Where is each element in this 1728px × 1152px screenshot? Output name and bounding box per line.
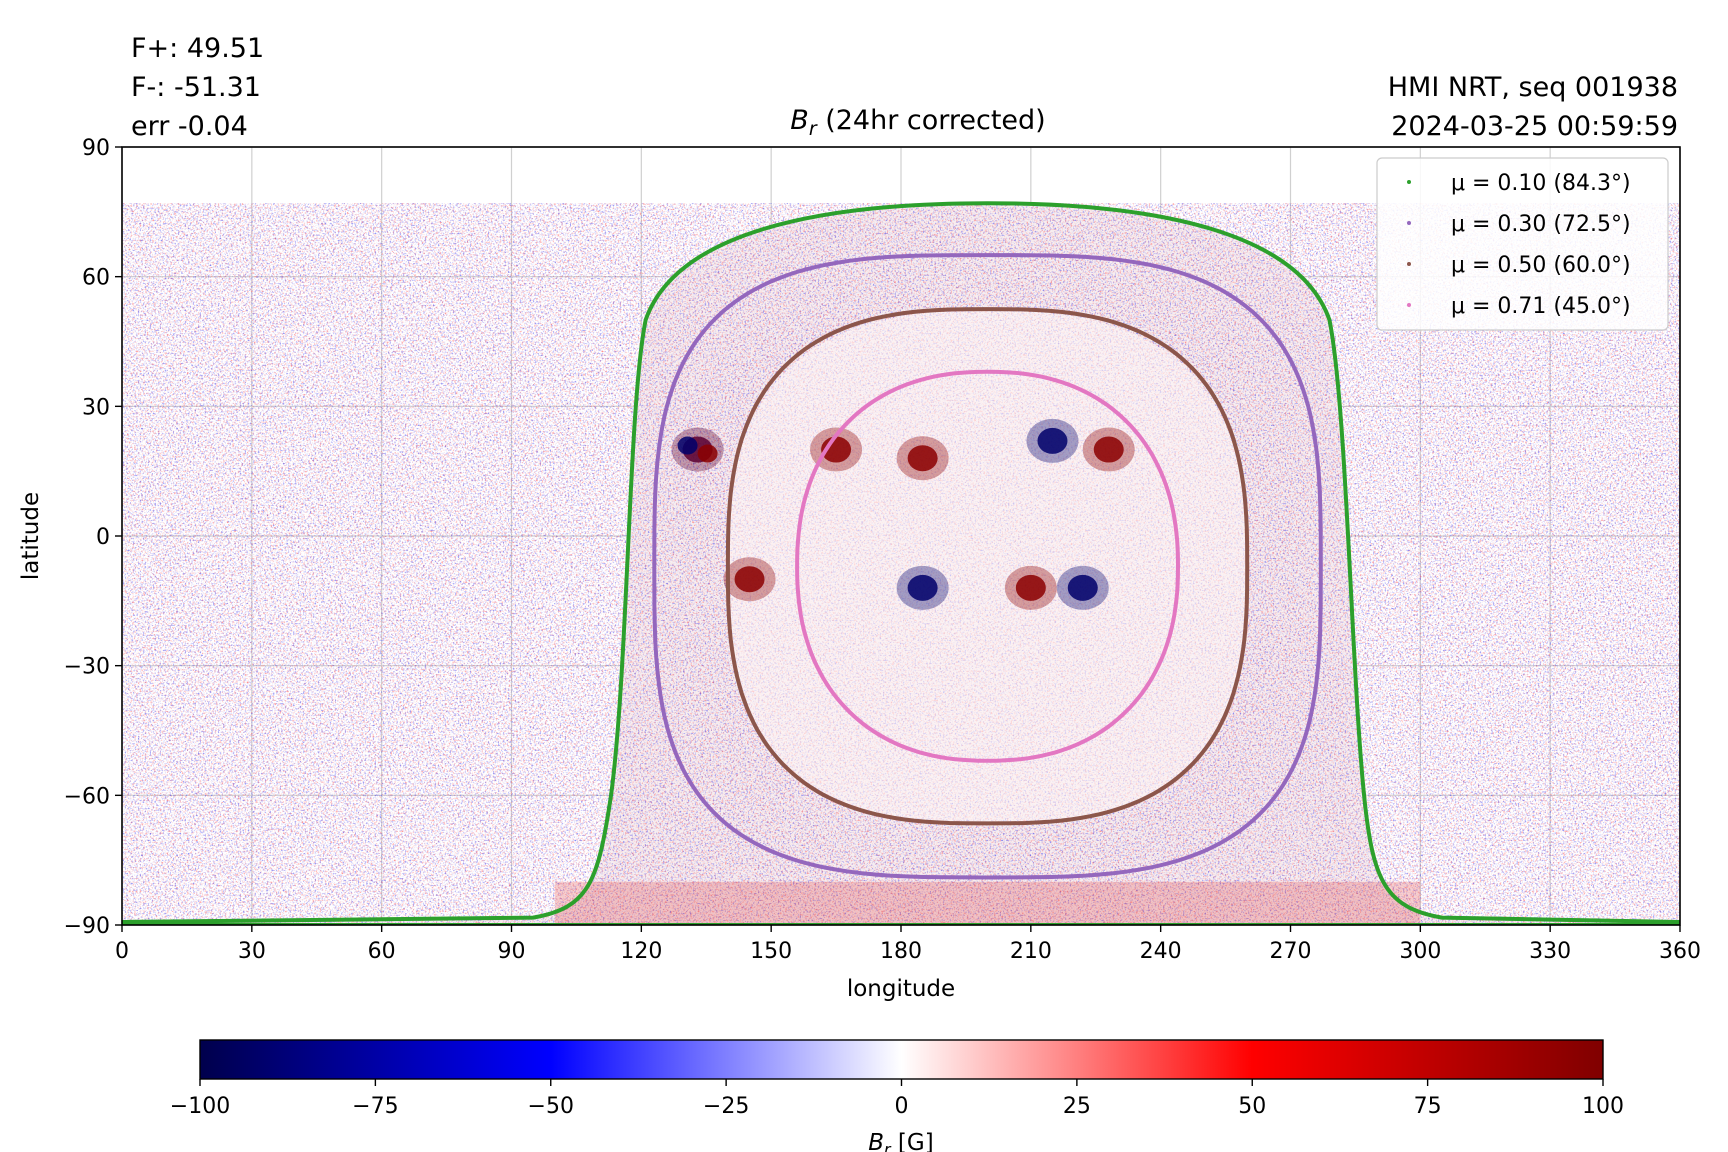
x-tick-label: 360 <box>1659 939 1701 964</box>
solar-disk-map <box>122 203 1680 925</box>
colorbar-gradient <box>199 1039 1604 1080</box>
colorbar-label-rest: [G] <box>891 1130 934 1152</box>
y-tick-label: −60 <box>64 784 110 809</box>
y-tick-label: −90 <box>64 914 110 939</box>
legend-entry-label: μ = 0.10 (84.3°) <box>1451 171 1631 196</box>
x-tick-label: 60 <box>368 939 396 964</box>
mu-contours <box>122 201 1680 925</box>
colorbar-tick-label: −100 <box>170 1094 230 1119</box>
active-region-core <box>907 445 938 472</box>
active-region-core <box>734 566 765 593</box>
colorbar-tick-label: −25 <box>703 1094 749 1119</box>
y-axis-ticks: 90 60 30 0 −30 −60 −90 <box>64 136 122 939</box>
y-tick-label: 60 <box>82 266 110 291</box>
magnetogram-image <box>122 201 1680 925</box>
x-tick-label: 30 <box>238 939 266 964</box>
disk-center-calm <box>727 311 1248 826</box>
active-regions <box>671 418 1135 610</box>
x-tick-label: 120 <box>620 939 662 964</box>
x-tick-label: 270 <box>1270 939 1312 964</box>
legend: μ = 0.10 (84.3°) μ = 0.30 (72.5°) μ = 0.50… <box>1376 157 1669 331</box>
x-tick-label: 0 <box>115 939 129 964</box>
colorbar-tick-label: 75 <box>1414 1094 1442 1119</box>
plot-area: 0 30 60 90 120 150 180 210 240 270 300 330 360 90603… <box>64 136 1701 964</box>
active-region-core <box>1067 574 1098 601</box>
colorbar-tick-label: 0 <box>895 1094 909 1119</box>
x-tick-label: 300 <box>1399 939 1441 964</box>
x-tick-label: 240 <box>1140 939 1182 964</box>
colorbar-label-sub: r <box>884 1140 892 1152</box>
chart-title-main: B <box>790 105 809 136</box>
mu-contour-0.30 <box>652 253 1323 880</box>
legend-entry-label: μ = 0.30 (72.5°) <box>1451 212 1631 237</box>
y-tick-label: 90 <box>82 136 110 161</box>
legend-marker <box>1407 180 1411 184</box>
x-tick-label: 180 <box>880 939 922 964</box>
legend-marker <box>1407 303 1411 307</box>
legend-marker <box>1407 221 1411 225</box>
datetime-label: 2024-03-25 00:59:59 <box>1391 111 1678 142</box>
x-axis-ticks: 0 30 60 90 120 150 180 210 240 270 300 330 360 <box>115 925 1701 964</box>
y-axis-label: latitude <box>18 492 44 580</box>
instrument-label: HMI NRT, seq 001938 <box>1388 72 1678 103</box>
active-region-core <box>1015 574 1046 601</box>
active-region-core <box>677 436 698 455</box>
flux-positive-label: F+: 49.51 <box>131 33 264 64</box>
y-tick-label: −30 <box>64 655 110 680</box>
legend-box <box>1376 157 1669 331</box>
colorbar-tick-label: −75 <box>352 1094 398 1119</box>
polar-band <box>554 881 1421 925</box>
x-tick-label: 150 <box>750 939 792 964</box>
legend-entry-label: μ = 0.50 (60.0°) <box>1451 253 1631 278</box>
x-tick-label: 330 <box>1529 939 1571 964</box>
active-region-core <box>1093 436 1124 463</box>
error-label: err -0.04 <box>131 111 248 142</box>
active-region-core <box>907 574 938 601</box>
colorbar-label-main: B <box>868 1130 884 1152</box>
x-tick-label: 210 <box>1010 939 1052 964</box>
colorbar-ticks: −100 −75 −50 −25 0 25 50 75 100 <box>170 1079 1624 1119</box>
chart-title-rest: (24hr corrected) <box>817 105 1046 136</box>
mu-contour-0.10 <box>122 201 1680 925</box>
x-axis-label: longitude <box>847 976 955 1002</box>
mu-contour-0.71 <box>795 369 1181 763</box>
colorbar-tick-label: 25 <box>1063 1094 1091 1119</box>
colorbar-tick-label: 50 <box>1238 1094 1266 1119</box>
legend-entry-label: μ = 0.71 (45.0°) <box>1451 294 1631 319</box>
active-region-core <box>1037 427 1068 454</box>
colorbar-label: Br [G] <box>868 1130 933 1152</box>
chart-title: Br (24hr corrected) <box>790 105 1045 140</box>
colorbar-tick-label: −50 <box>528 1094 574 1119</box>
x-tick-label: 90 <box>498 939 526 964</box>
active-region-core <box>697 444 718 463</box>
legend-marker <box>1407 262 1411 266</box>
colorbar-tick-label: 100 <box>1582 1094 1624 1119</box>
mu-contour-0.50 <box>725 307 1250 826</box>
flux-negative-label: F-: -51.31 <box>131 72 261 103</box>
y-tick-label: 30 <box>82 395 110 420</box>
y-tick-label: 0 <box>96 525 110 550</box>
colorbar: −100 −75 −50 −25 0 25 50 75 100 Br [G] <box>170 1039 1624 1152</box>
chart-title-sub: r <box>809 118 818 140</box>
